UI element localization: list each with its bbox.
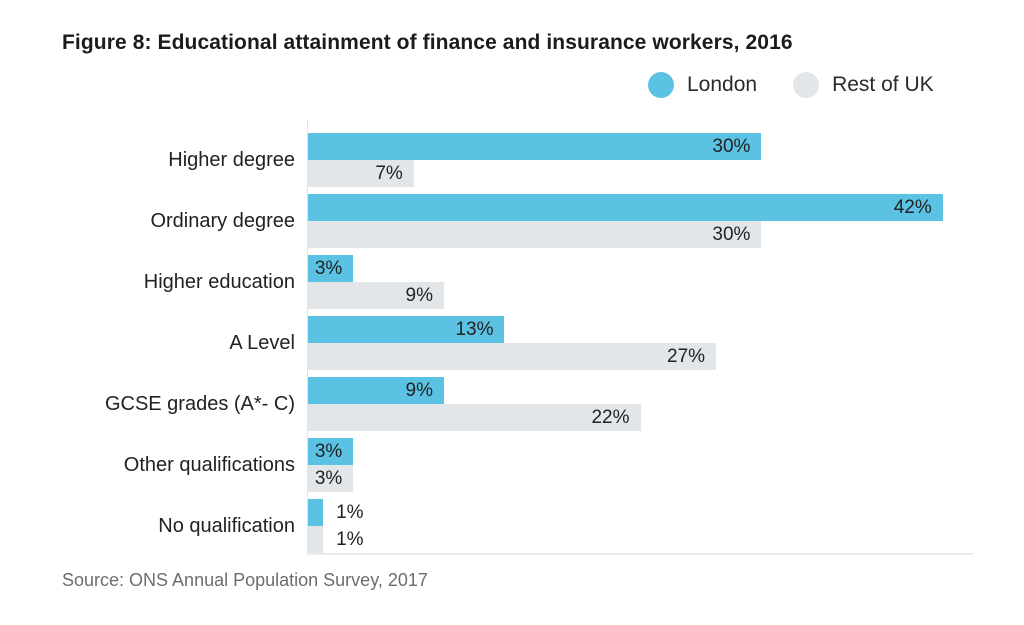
legend-label-london: London <box>687 73 758 96</box>
bar-rest-of-uk: 7% <box>308 160 414 187</box>
figure-title: Figure 8: Educational attainment of fina… <box>62 31 793 54</box>
chart-row: 3% 9% <box>308 255 973 309</box>
value-label: 3% <box>314 468 343 489</box>
value-label: 27% <box>667 346 706 367</box>
value-label: 9% <box>405 380 434 401</box>
value-label: 3% <box>314 441 343 462</box>
london-legend-dot-icon <box>648 72 674 98</box>
category-label: A Level <box>229 332 295 354</box>
bar-london: 1% <box>308 499 364 526</box>
plot-area: 30% 7% 42% 30% 3% 9% 13% 27% 9% 22% 3% 3% 1% 1% <box>307 120 973 555</box>
category-label: Higher degree <box>168 149 295 171</box>
value-label: 30% <box>712 136 751 157</box>
source-note: Source: ONS Annual Population Survey, 20… <box>62 570 428 590</box>
bar-rest-of-uk: 27% <box>308 343 717 370</box>
bar-rest-of-uk: 1% <box>308 526 364 553</box>
category-label: No qualification <box>158 515 295 537</box>
chart-row: 13% 27% <box>308 316 973 370</box>
value-label: 22% <box>591 407 630 428</box>
legend-item-rest-of-uk: Rest of UK <box>793 72 934 98</box>
bar-london: 42% <box>308 194 943 221</box>
value-label: 3% <box>314 258 343 279</box>
bar-rest-of-uk: 22% <box>308 404 641 431</box>
chart-row: 42% 30% <box>308 194 973 248</box>
category-label: Ordinary degree <box>150 210 295 232</box>
value-label: 9% <box>405 285 434 306</box>
bar-rest-of-uk: 30% <box>308 221 762 248</box>
rest-of-uk-legend-dot-icon <box>793 72 820 98</box>
chart-row: 30% 7% <box>308 133 973 187</box>
bar-london: 3% <box>308 438 354 465</box>
bar-london: 13% <box>308 316 505 343</box>
legend-label-rest-of-uk: Rest of UK <box>832 73 934 96</box>
chart-row: 9% 22% <box>308 377 973 431</box>
category-label: Higher education <box>143 271 295 293</box>
category-label: Other qualifications <box>123 454 295 476</box>
bar-rest-of-uk: 9% <box>308 282 445 309</box>
value-label: 1% <box>336 502 364 523</box>
chart-row: 1% 1% <box>308 499 973 553</box>
value-label: 42% <box>893 197 932 218</box>
chart-row: 3% 3% <box>308 438 973 492</box>
bar-rest-of-uk: 3% <box>308 465 354 492</box>
value-label: 30% <box>712 224 751 245</box>
bar-london: 9% <box>308 377 445 404</box>
legend-item-london: London <box>648 72 757 98</box>
value-label: 7% <box>375 163 403 184</box>
value-label: 13% <box>455 319 494 340</box>
category-label: GCSE grades (A*- C) <box>104 393 295 415</box>
value-label: 1% <box>336 529 364 550</box>
bar-london: 30% <box>308 133 762 160</box>
bar-london: 3% <box>308 255 354 282</box>
legend: London Rest of UK <box>648 72 934 98</box>
